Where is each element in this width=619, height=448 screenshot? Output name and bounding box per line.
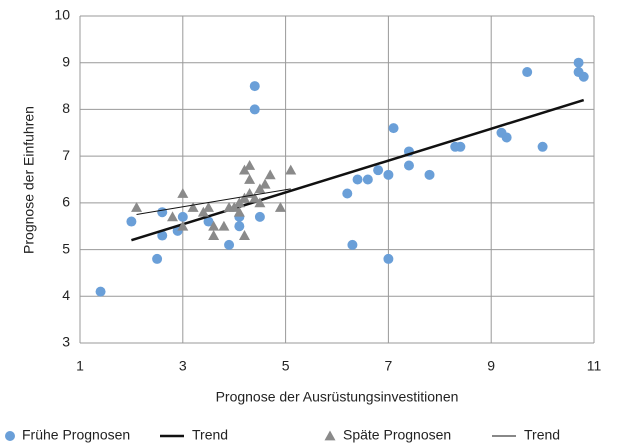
x-axis-title: Prognose der Ausrüstungsinvestitionen (216, 389, 459, 405)
data-point (383, 253, 394, 264)
data-point (424, 169, 435, 180)
data-point (238, 230, 250, 240)
x-tick-label: 1 (76, 358, 84, 374)
data-point (573, 57, 584, 68)
data-point (126, 216, 137, 227)
data-point (352, 174, 363, 185)
data-point (578, 71, 589, 82)
x-tick-label: 3 (179, 358, 187, 374)
data-point (254, 197, 266, 208)
y-tick-label: 4 (62, 287, 70, 303)
x-tick-label: 7 (385, 358, 393, 374)
y-tick-label: 7 (62, 147, 70, 163)
data-point (203, 202, 214, 212)
data-point (177, 211, 188, 222)
data-point (244, 174, 256, 184)
data-point (383, 169, 394, 180)
data-point (347, 239, 358, 250)
trend-line (131, 98, 585, 242)
data-point (522, 67, 533, 78)
data-point (537, 141, 548, 152)
data-point (249, 192, 261, 203)
legend-label: Trend (524, 427, 560, 443)
legend-marker (5, 431, 15, 441)
data-point (131, 202, 143, 212)
y-tick-label: 3 (62, 334, 70, 350)
data-point (249, 104, 260, 115)
y-tick-label: 6 (62, 194, 70, 210)
data-point (95, 286, 106, 297)
data-point (177, 220, 189, 231)
data-point (152, 253, 163, 264)
data-point (342, 188, 353, 199)
data-point (285, 164, 297, 175)
data-point (157, 207, 168, 218)
data-point (218, 220, 230, 231)
data-point (177, 188, 189, 198)
data-point (259, 178, 271, 189)
data-point (254, 211, 265, 222)
data-point (208, 220, 220, 231)
data-point (388, 123, 399, 134)
x-tick-label: 5 (282, 358, 290, 374)
data-point (501, 132, 512, 143)
data-point (187, 202, 199, 212)
y-tick-label: 9 (62, 53, 70, 69)
y-tick-label: 5 (62, 240, 70, 256)
data-point (234, 221, 245, 232)
data-point (249, 81, 260, 92)
legend-marker (324, 430, 336, 441)
x-tick-label: 11 (587, 358, 602, 374)
legend-label: Frühe Prognosen (22, 427, 130, 443)
data-point (455, 141, 466, 152)
data-point (238, 192, 250, 203)
data-point (203, 216, 214, 227)
trend-line (136, 188, 291, 216)
data-point (274, 202, 286, 212)
y-axis-title: Prognose der Einfuhren (21, 106, 37, 254)
data-point (167, 211, 179, 222)
data-point (233, 206, 245, 217)
data-point (208, 230, 220, 240)
data-point (373, 165, 384, 176)
data-point (264, 169, 276, 180)
data-point (244, 159, 256, 170)
x-tick-label: 9 (487, 358, 495, 374)
y-tick-label: 8 (62, 100, 70, 116)
y-tick-label: 10 (54, 7, 70, 23)
legend-label: Trend (192, 427, 228, 443)
data-point (157, 230, 168, 241)
data-point (403, 160, 414, 171)
legend-label: Späte Prognosen (343, 427, 451, 443)
data-point (224, 239, 235, 250)
data-point (362, 174, 373, 185)
